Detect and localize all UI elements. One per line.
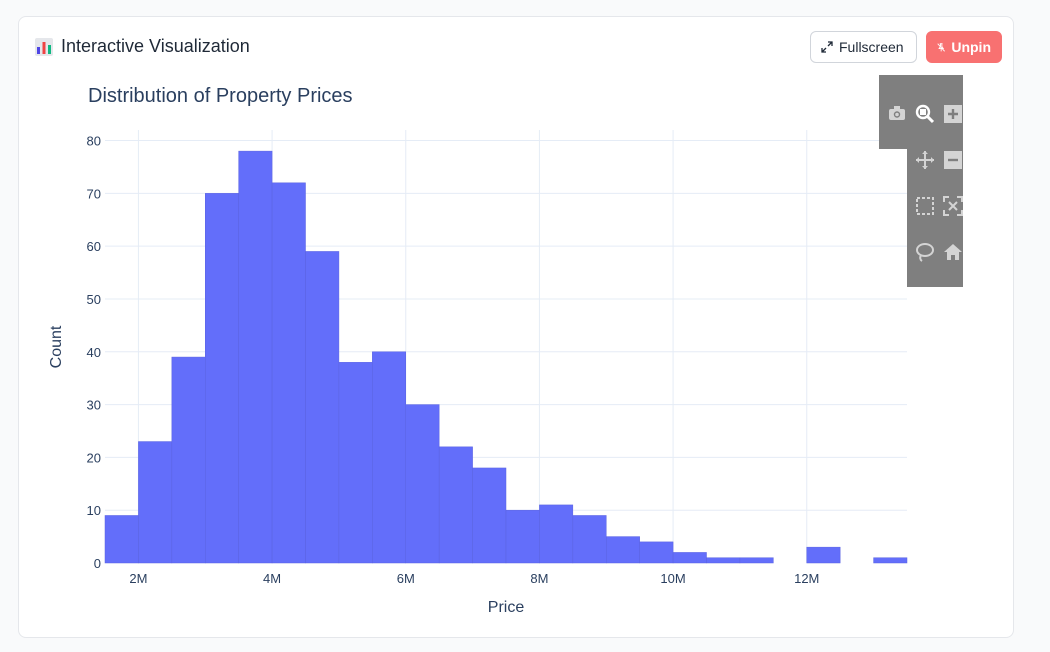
y-tick-label: 20 (87, 450, 101, 465)
y-tick-label: 80 (87, 134, 101, 149)
camera-icon[interactable] (889, 106, 905, 120)
histogram-bar[interactable] (438, 446, 473, 564)
x-tick-label: 10M (660, 571, 685, 586)
histogram-bar[interactable] (706, 557, 741, 564)
x-tick-labels: 2M 4M 6M 8M 10M 12M (129, 571, 819, 586)
bar-chart-icon (35, 37, 53, 56)
histogram-bar[interactable] (171, 356, 206, 564)
histogram-bar[interactable] (271, 182, 306, 564)
y-tick-labels: 0 10 20 30 40 50 60 70 80 (87, 134, 101, 571)
histogram-bar[interactable] (505, 509, 540, 564)
expand-icon (821, 41, 833, 53)
histogram-bar[interactable] (338, 362, 373, 564)
histogram-bar[interactable] (739, 557, 774, 564)
box-select-icon[interactable] (916, 197, 934, 215)
histogram-bar[interactable] (472, 467, 507, 564)
histogram-bar[interactable] (305, 251, 340, 564)
histogram-bar[interactable] (539, 504, 574, 564)
histogram-bar[interactable] (873, 557, 908, 564)
histogram-bar[interactable] (205, 193, 239, 564)
x-tick-label: 12M (794, 571, 819, 586)
y-tick-label: 70 (87, 186, 101, 201)
y-tick-label: 10 (87, 503, 101, 518)
fullscreen-button[interactable]: Fullscreen (810, 31, 917, 63)
unpin-icon (937, 42, 945, 52)
histogram-bar[interactable] (639, 541, 674, 564)
unpin-button[interactable]: Unpin (926, 31, 1002, 63)
panel-title: Interactive Visualization (35, 36, 250, 57)
x-axis-title: Price (488, 599, 525, 616)
y-tick-label: 40 (87, 345, 101, 360)
x-tick-label: 6M (397, 571, 415, 586)
histogram-bar[interactable] (672, 552, 707, 564)
y-tick-label: 0 (94, 556, 101, 571)
home-icon[interactable] (944, 244, 962, 260)
x-tick-label: 8M (530, 571, 548, 586)
histogram-bar[interactable] (238, 150, 273, 564)
bars-layer[interactable] (104, 150, 908, 564)
unpin-label: Unpin (951, 39, 991, 55)
chart-title: Distribution of Property Prices (88, 85, 353, 107)
histogram-bar[interactable] (572, 515, 607, 564)
zoom-out-icon[interactable] (944, 151, 962, 169)
histogram-bar[interactable] (138, 441, 173, 564)
x-tick-label: 2M (129, 571, 147, 586)
zoom-icon[interactable] (915, 104, 935, 124)
card-header: Interactive Visualization Fullscreen Unp… (19, 17, 1013, 77)
panel-title-text: Interactive Visualization (61, 36, 250, 56)
x-tick-label: 4M (263, 571, 281, 586)
pan-icon[interactable] (916, 151, 934, 169)
histogram-bar[interactable] (405, 404, 440, 564)
fullscreen-label: Fullscreen (839, 39, 904, 55)
zoom-in-icon[interactable] (944, 105, 962, 123)
y-axis-title: Count (48, 325, 65, 368)
histogram-bar[interactable] (104, 515, 139, 564)
histogram-bar[interactable] (806, 546, 841, 564)
y-tick-label: 60 (87, 239, 101, 254)
plot-modebar (879, 75, 963, 287)
lasso-icon[interactable] (916, 243, 934, 262)
histogram-bar[interactable] (372, 351, 407, 564)
autoscale-icon[interactable] (943, 196, 963, 216)
y-tick-label: 50 (87, 292, 101, 307)
histogram-bar[interactable] (606, 536, 640, 564)
y-tick-label: 30 (87, 398, 101, 413)
